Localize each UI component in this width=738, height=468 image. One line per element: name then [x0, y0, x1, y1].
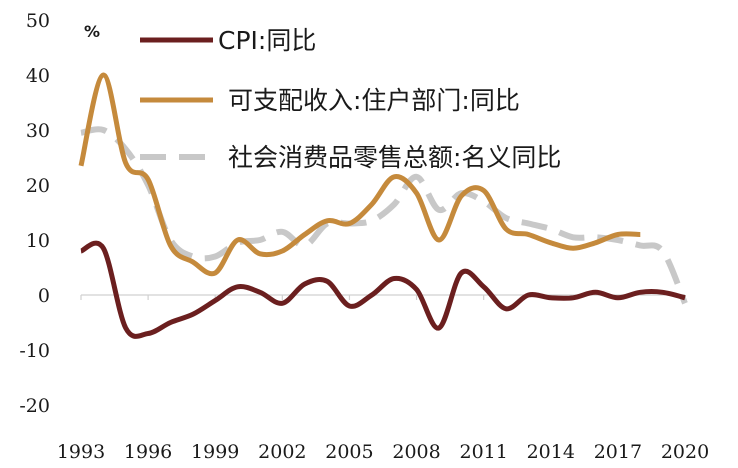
- series-retail-line: [80, 126, 688, 305]
- series-income-line: [78, 72, 641, 277]
- y-tick-label: 0: [38, 285, 50, 307]
- y-axis-ticks: 50 40 30 20 10 0 -10 -20: [19, 10, 50, 417]
- x-tick-label: 2017: [594, 441, 642, 463]
- y-tick-label: -10: [19, 340, 50, 362]
- y-tick-label: 10: [26, 230, 50, 252]
- legend-retail: 社会消费品零售总额:名义同比: [140, 143, 561, 172]
- x-tick-label: 2014: [527, 441, 575, 463]
- y-tick-label: 40: [26, 65, 50, 87]
- x-axis-ticks: 1993 1996 1999 2002 2005 2008 2011 2014 2017 2020: [57, 441, 709, 463]
- x-tick-label: 2005: [325, 441, 373, 463]
- y-tick-label: 30: [26, 120, 50, 142]
- series-layer: [78, 72, 688, 339]
- x-tick-label: 2002: [258, 441, 306, 463]
- x-tick-label: 1999: [191, 441, 239, 463]
- legend-income: 可支配收入:住户部门:同比: [140, 86, 520, 115]
- x-tick-label: 2008: [392, 441, 440, 463]
- x-tick-label: 1996: [124, 441, 172, 463]
- y-unit-label: %: [84, 22, 100, 41]
- y-tick-label: 20: [26, 175, 50, 197]
- legend-cpi: CPI:同比: [140, 26, 316, 55]
- legend-label: 可支配收入:住户部门:同比: [228, 86, 520, 115]
- legend-label: CPI:同比: [218, 26, 316, 55]
- legend-label: 社会消费品零售总额:名义同比: [228, 143, 561, 172]
- y-tick-label: -20: [19, 395, 50, 417]
- x-tick-label: 2020: [661, 441, 709, 463]
- x-tick-label: 1993: [57, 441, 105, 463]
- y-tick-label: 50: [26, 10, 50, 32]
- x-tick-label: 2011: [459, 441, 507, 463]
- x-axis-tick-marks: [80, 295, 686, 300]
- series-cpi-line: [79, 240, 686, 339]
